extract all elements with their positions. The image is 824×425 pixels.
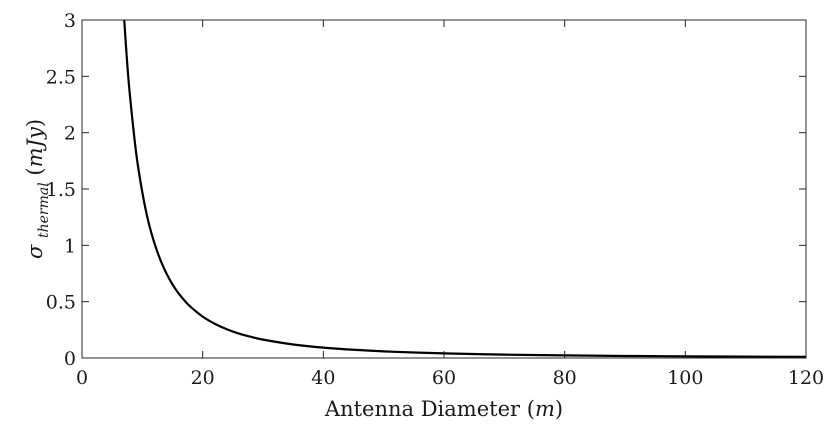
y-tick-label: 0 bbox=[64, 348, 76, 370]
x-tick-label: 80 bbox=[553, 367, 577, 389]
y-axis-label-subscript: thermal bbox=[36, 182, 52, 238]
x-tick-label: 0 bbox=[76, 367, 88, 389]
x-axis-label: Antenna Diameter (m) bbox=[324, 397, 563, 421]
y-tick-label: 3 bbox=[64, 10, 76, 32]
series-line bbox=[123, 19, 807, 358]
x-tick-label: 40 bbox=[311, 367, 335, 389]
plot-frame bbox=[81, 19, 807, 359]
y-tick-label: 2 bbox=[64, 123, 76, 145]
x-tick-label: 60 bbox=[432, 367, 456, 389]
y-tick-label: 2.5 bbox=[46, 66, 76, 88]
plot-area bbox=[82, 20, 806, 358]
x-tick-label: 120 bbox=[788, 367, 824, 389]
x-axis-label-text: Antenna Diameter bbox=[324, 397, 521, 421]
y-tick-label: 1.5 bbox=[46, 179, 76, 201]
y-tick-label: 0.5 bbox=[46, 292, 76, 314]
x-tick-label: 100 bbox=[667, 367, 703, 389]
y-axis-label-unit: mJy bbox=[23, 126, 47, 167]
tick-labels: 0 20 40 60 80 100 120 0 0.5 1 1.5 2 2.5 3 bbox=[46, 10, 824, 389]
y-axis-label-symbol: σ bbox=[23, 244, 47, 259]
y-axis-label: σ thermal (mJy) bbox=[23, 119, 53, 259]
y-tick-label: 1 bbox=[64, 235, 76, 257]
x-tick-label: 20 bbox=[191, 367, 215, 389]
x-axis-label-unit: m bbox=[535, 397, 555, 421]
